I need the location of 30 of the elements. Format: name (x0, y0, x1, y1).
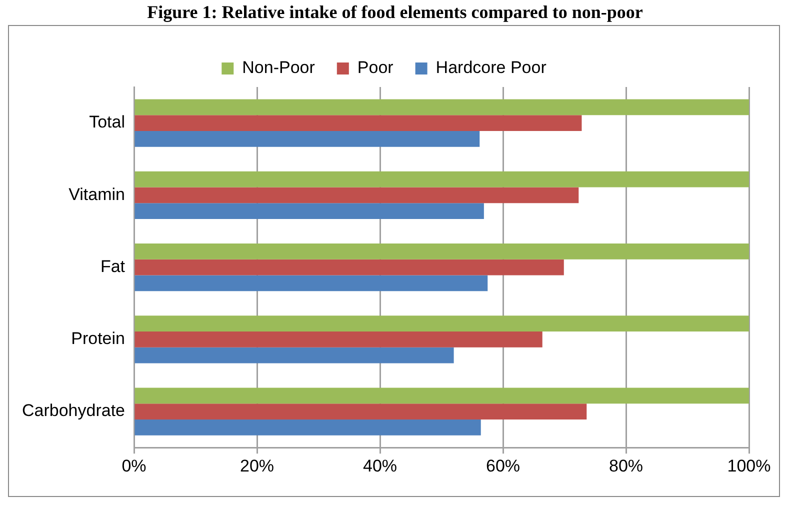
chart-title: Figure 1: Relative intake of food elements compared to non-poor (146, 2, 644, 23)
x-tick-label: 80% (608, 456, 644, 476)
y-tick-label: Vitamin (68, 184, 126, 204)
bar (134, 99, 749, 116)
y-tick-label: Protein (71, 329, 126, 348)
bar (134, 244, 749, 260)
bar (134, 347, 454, 364)
bar (134, 187, 579, 204)
bar (134, 275, 488, 292)
bar (134, 331, 542, 348)
bar (134, 388, 749, 404)
legend-label: Hardcore Poor (436, 58, 547, 78)
legend-label: Non-Poor (242, 58, 316, 78)
bar (134, 171, 749, 188)
bar (134, 203, 484, 219)
bar (134, 316, 749, 332)
bar (134, 115, 582, 131)
legend-label: Poor (357, 58, 394, 78)
bar (134, 130, 480, 147)
y-tick-label: Total (89, 112, 126, 132)
x-tick-label: 100% (727, 456, 771, 476)
x-tick-label: 0% (122, 456, 146, 476)
x-tick-label: 60% (486, 456, 520, 476)
bar (134, 404, 587, 420)
x-tick-label: 20% (240, 456, 274, 476)
y-tick-label: Fat (100, 256, 126, 276)
bar (134, 419, 481, 436)
x-tick-label: 40% (362, 456, 398, 476)
y-tick-label: Carbohydrate (22, 401, 126, 420)
bar (134, 259, 564, 276)
